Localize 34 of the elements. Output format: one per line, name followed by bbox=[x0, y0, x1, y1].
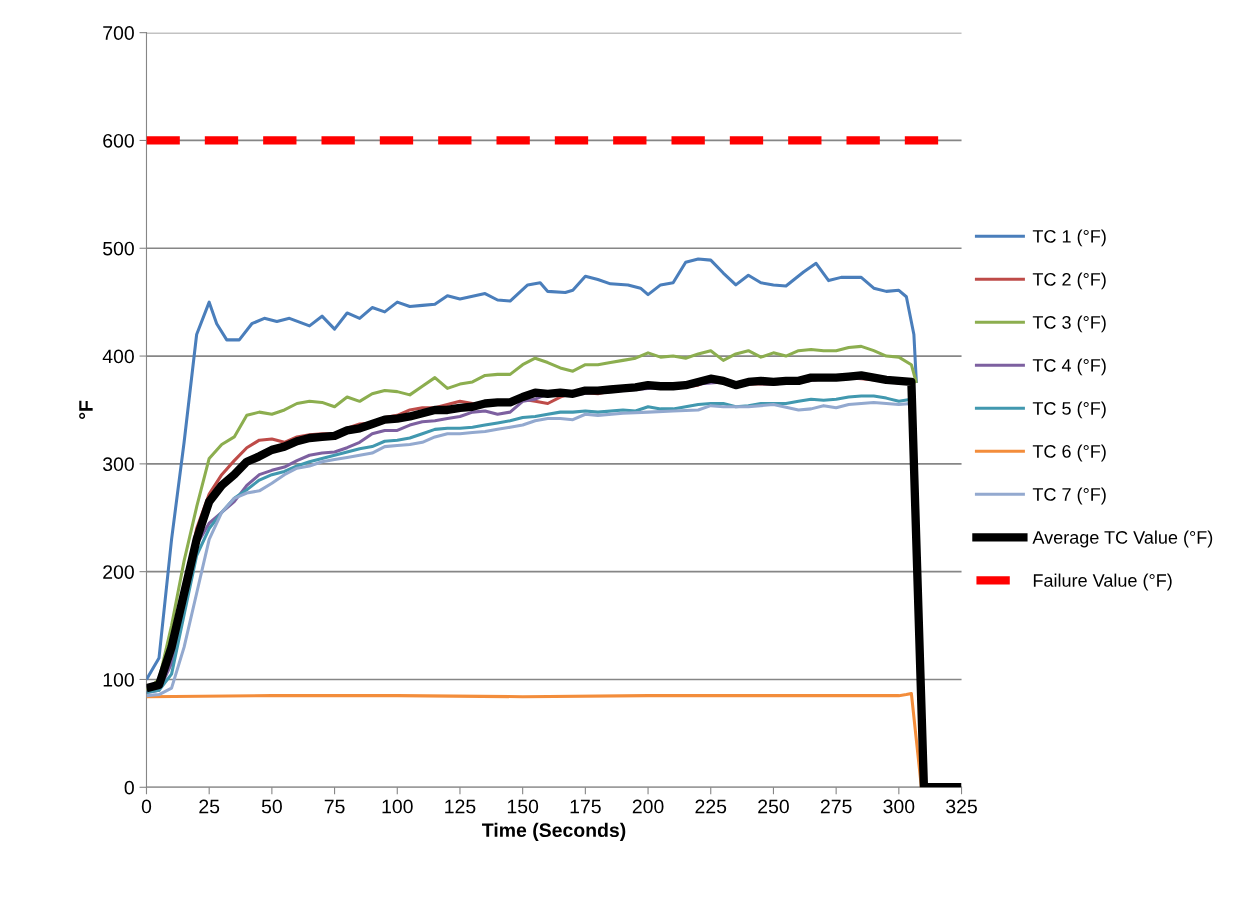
y-tick-label: 100 bbox=[103, 672, 134, 687]
y-tick-label: 500 bbox=[103, 241, 134, 256]
x-tick-label: 175 bbox=[570, 799, 601, 814]
x-tick-label: 225 bbox=[695, 799, 727, 814]
y-tick-label: 300 bbox=[102, 457, 134, 472]
x-tick-label: 150 bbox=[507, 799, 539, 814]
legend-label: TC 4 (°F) bbox=[1032, 358, 1106, 376]
y-axis-title: °F bbox=[79, 400, 93, 419]
x-tick-label: 275 bbox=[820, 799, 852, 814]
y-tick-label: 400 bbox=[102, 349, 134, 364]
x-tick-label: 300 bbox=[883, 799, 915, 814]
line-series bbox=[146, 257, 918, 681]
x-tick-label: 50 bbox=[261, 799, 282, 814]
legend-label: TC 5 (°F) bbox=[1032, 401, 1106, 419]
legend-label: TC 3 (°F) bbox=[1032, 315, 1106, 333]
x-axis-title: Time (Seconds) bbox=[482, 822, 626, 841]
x-tick-label: 200 bbox=[632, 799, 664, 814]
legend-label: TC 6 (°F) bbox=[1032, 444, 1106, 462]
x-tick-label: 75 bbox=[324, 799, 345, 814]
y-tick-label: 0 bbox=[124, 780, 134, 795]
x-tick-label: 250 bbox=[758, 799, 789, 814]
legend-label: Average TC Value (°F) bbox=[1032, 530, 1213, 548]
legend-label: TC 7 (°F) bbox=[1032, 487, 1106, 505]
x-tick-label: 0 bbox=[141, 799, 152, 814]
x-tick-label: 325 bbox=[946, 799, 977, 814]
legend-label: Failure Value (°F) bbox=[1033, 573, 1172, 591]
legend-label: TC 1 (°F) bbox=[1032, 229, 1106, 247]
y-tick-label: 200 bbox=[103, 565, 134, 579]
y-tick-label: 700 bbox=[103, 26, 134, 40]
legend-label: TC 2 (°F) bbox=[1032, 272, 1106, 290]
x-tick-label: 125 bbox=[445, 799, 476, 814]
x-tick-label: 25 bbox=[199, 799, 220, 814]
y-tick-label: 600 bbox=[103, 133, 134, 148]
x-tick-label: 100 bbox=[382, 799, 413, 814]
